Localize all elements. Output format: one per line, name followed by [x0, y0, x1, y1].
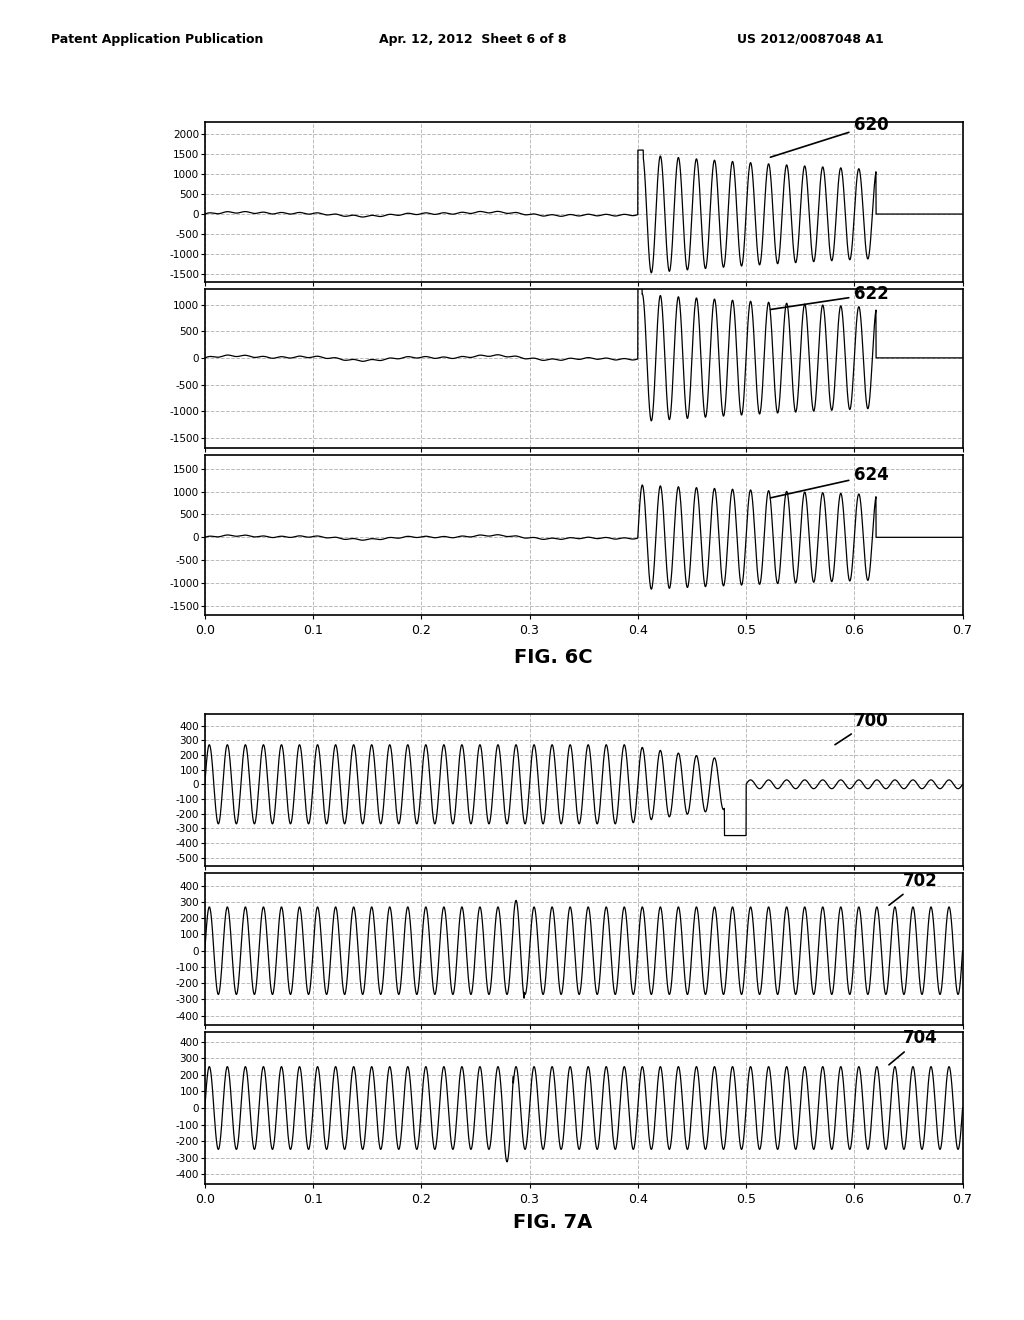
Text: 622: 622 — [770, 285, 889, 309]
Text: 702: 702 — [889, 873, 938, 906]
Text: Patent Application Publication: Patent Application Publication — [51, 33, 263, 46]
Text: US 2012/0087048 A1: US 2012/0087048 A1 — [737, 33, 884, 46]
Text: Apr. 12, 2012  Sheet 6 of 8: Apr. 12, 2012 Sheet 6 of 8 — [379, 33, 566, 46]
Text: FIG. 7A: FIG. 7A — [513, 1213, 593, 1232]
Text: 700: 700 — [835, 711, 889, 744]
Text: 704: 704 — [889, 1030, 938, 1065]
Text: FIG. 6C: FIG. 6C — [514, 648, 592, 667]
Text: 624: 624 — [770, 466, 889, 498]
Text: 620: 620 — [770, 116, 889, 157]
